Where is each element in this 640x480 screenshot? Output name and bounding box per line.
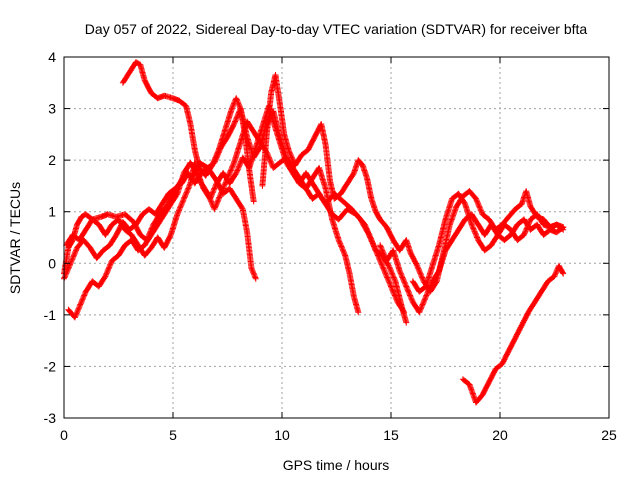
data-segment bbox=[63, 118, 362, 316]
data-point-markers bbox=[409, 190, 567, 295]
data-point-markers bbox=[65, 103, 408, 321]
y-tick-label: 3 bbox=[48, 101, 56, 117]
x-tick-label: 10 bbox=[274, 427, 290, 443]
data-segment bbox=[65, 103, 408, 321]
y-tick-label: -3 bbox=[44, 410, 57, 426]
data-point-markers bbox=[63, 118, 362, 316]
plot-frame bbox=[63, 56, 610, 419]
y-tick-label: -1 bbox=[44, 307, 57, 323]
y-tick-label: 4 bbox=[48, 49, 56, 65]
axis-ticks: 0 5 10 15 20 25 -3 -2 -1 0 1 2 3 4 bbox=[44, 49, 617, 443]
y-tick-label: -2 bbox=[44, 358, 57, 374]
x-tick-label: 5 bbox=[169, 427, 177, 443]
data-series-bfta bbox=[61, 59, 567, 406]
data-point-markers bbox=[459, 262, 567, 406]
y-tick-label: 0 bbox=[48, 255, 56, 271]
data-segment bbox=[409, 190, 567, 295]
x-tick-label: 20 bbox=[492, 427, 508, 443]
x-tick-label: 0 bbox=[60, 427, 68, 443]
data-point-markers bbox=[377, 211, 567, 316]
data-point-markers bbox=[259, 72, 567, 295]
x-tick-label: 15 bbox=[383, 427, 399, 443]
x-axis-label: GPS time / hours bbox=[283, 457, 390, 473]
data-segment bbox=[459, 262, 567, 406]
data-segment bbox=[119, 59, 257, 205]
chart-title: Day 057 of 2022, Sidereal Day-to-day VTE… bbox=[85, 21, 588, 37]
data-segment bbox=[377, 211, 567, 316]
y-tick-label: 1 bbox=[48, 204, 56, 220]
y-axis-label: SDTVAR / TECUs bbox=[7, 182, 23, 294]
data-segment bbox=[259, 72, 567, 295]
x-tick-label: 25 bbox=[601, 427, 617, 443]
y-tick-label: 2 bbox=[48, 152, 56, 168]
data-point-markers bbox=[119, 59, 257, 205]
